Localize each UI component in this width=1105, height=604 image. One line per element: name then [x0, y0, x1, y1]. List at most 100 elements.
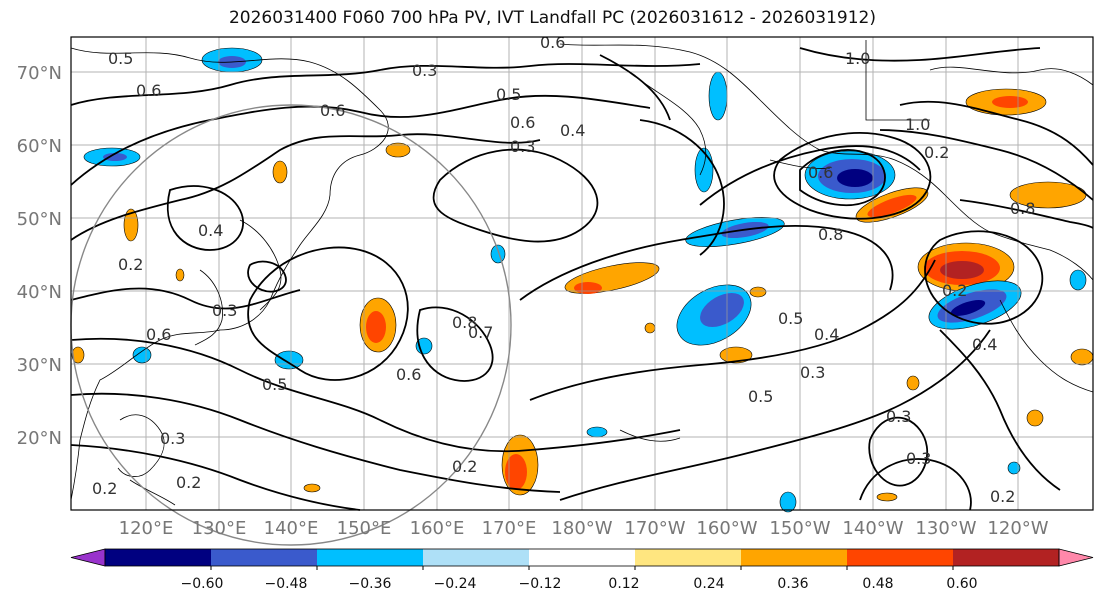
anomaly-patch	[385, 142, 411, 158]
colorbar-tick-labels: −0.60 −0.48 −0.36 −0.24 −0.12 0.12 0.24 …	[181, 576, 978, 592]
contour-label: 0.5	[108, 49, 133, 68]
anomaly-patch	[303, 483, 321, 493]
map-panel: 0.6 0.5 0.3 0.6 0.5 0.6 0.4 0.3 1.0 1.0 …	[70, 33, 1094, 546]
anomaly-patch	[71, 346, 85, 364]
anomaly-patch	[1026, 409, 1044, 427]
colorbar-segment	[211, 549, 318, 566]
contour-label: 0.8	[1010, 199, 1035, 218]
anomaly-patch	[867, 194, 917, 218]
anomaly-patch	[749, 286, 767, 298]
lon-label: 130°W	[915, 518, 976, 539]
colorbar-tick-label: −0.60	[181, 576, 224, 592]
contour-label: 0.3	[212, 301, 237, 320]
anomaly-patch	[708, 71, 728, 121]
anomaly-patch	[1007, 461, 1021, 475]
contour-label: 0.2	[924, 143, 949, 162]
contour-label: 0.5	[496, 85, 521, 104]
anomaly-patch	[719, 346, 753, 364]
latitude-labels: 70°N 60°N 50°N 40°N 30°N 20°N	[17, 63, 62, 449]
contour-label: 0.2	[176, 473, 201, 492]
lon-label: 150°E	[337, 518, 392, 539]
anomaly-patch	[175, 268, 185, 282]
lat-label: 40°N	[17, 282, 62, 303]
lat-label: 50°N	[17, 209, 62, 230]
contour-label: 0.2	[452, 457, 477, 476]
contour-label: 0.3	[800, 363, 825, 382]
anomaly-patch	[132, 346, 152, 364]
lon-label: 120°E	[119, 518, 174, 539]
anomaly-patch	[700, 292, 744, 328]
colorbar-tick-label: 0.36	[777, 576, 808, 592]
contour-label: 0.6	[510, 113, 535, 132]
colorbar-segment	[741, 549, 848, 566]
colorbar-tick-label: 0.60	[946, 576, 977, 592]
lon-label: 170°W	[624, 518, 685, 539]
contour-label: 0.6	[136, 81, 161, 100]
contour-label: 0.4	[972, 335, 997, 354]
colorbar-extension-high	[1058, 548, 1094, 567]
pv-contours	[70, 47, 1094, 511]
contour-label: 0.3	[160, 429, 185, 448]
contour-label: 0.8	[452, 313, 477, 332]
colorbar-segment	[847, 549, 954, 566]
lon-label: 170°E	[482, 518, 537, 539]
anomaly-patch	[574, 282, 602, 294]
colorbar-tick-label: 0.48	[862, 576, 893, 592]
map-title: 2026031400 F060 700 hPa PV, IVT Landfall…	[228, 8, 876, 28]
lat-label: 30°N	[17, 355, 62, 376]
contour-label: 0.2	[118, 255, 143, 274]
anomaly-patch	[1069, 269, 1087, 291]
colorbar-segment	[317, 549, 424, 566]
contour-label: 0.6	[320, 101, 345, 120]
colorbar-tick-label: −0.48	[265, 576, 308, 592]
lat-label: 20°N	[17, 428, 62, 449]
contour-label: 0.2	[990, 487, 1015, 506]
contour-label: 0.5	[748, 387, 773, 406]
contour-label: 0.4	[814, 325, 839, 344]
anomaly-patch	[123, 208, 139, 242]
lon-label: 160°E	[410, 518, 465, 539]
colorbar-segment	[635, 549, 742, 566]
lon-label: 120°W	[987, 518, 1048, 539]
contour-label: 0.3	[510, 137, 535, 156]
contour-label: 0.6	[146, 325, 171, 344]
contour-label: 0.8	[818, 225, 843, 244]
colorbar-tick-label: −0.12	[519, 576, 562, 592]
lon-label: 130°E	[192, 518, 247, 539]
anomaly-patch	[876, 492, 898, 502]
contour-label: 0.5	[778, 309, 803, 328]
anomaly-patch	[490, 244, 506, 264]
anomaly-patch	[505, 454, 527, 490]
graticule	[71, 37, 1093, 510]
colorbar-segment	[423, 549, 530, 566]
colorbar	[70, 548, 1094, 570]
lon-label: 160°W	[696, 518, 757, 539]
colorbar-extension-low	[70, 548, 106, 567]
anomaly-patch	[906, 375, 920, 391]
contour-labels: 0.6 0.5 0.3 0.6 0.5 0.6 0.4 0.3 1.0 1.0 …	[92, 33, 1035, 506]
anomaly-patch	[779, 491, 797, 513]
anomaly-patch	[586, 426, 608, 438]
contour-label: 0.2	[942, 281, 967, 300]
anomaly-patch	[274, 350, 304, 370]
anomaly-patch	[694, 147, 714, 193]
longitude-labels: 120°E 130°E 140°E 150°E 160°E 170°E 180°…	[119, 518, 1049, 539]
contour-label: 0.2	[92, 479, 117, 498]
contour-label: 0.4	[198, 221, 223, 240]
colorbar-segment	[105, 549, 212, 566]
anomaly-patch	[103, 153, 127, 161]
colorbar-segment	[953, 549, 1060, 566]
contour-label: 1.0	[845, 49, 870, 68]
lon-label: 150°W	[769, 518, 830, 539]
contour-label: 0.7	[468, 323, 493, 342]
anomaly-patch	[1070, 348, 1094, 366]
map-border	[70, 36, 1094, 511]
contour-label: 0.4	[560, 121, 585, 140]
contour-label: 0.5	[262, 375, 287, 394]
anomaly-patch	[950, 300, 986, 316]
anomaly-patch	[837, 169, 873, 187]
contour-label: 0.3	[906, 449, 931, 468]
lat-label: 60°N	[17, 136, 62, 157]
colorbar-tick-label: −0.24	[434, 576, 477, 592]
